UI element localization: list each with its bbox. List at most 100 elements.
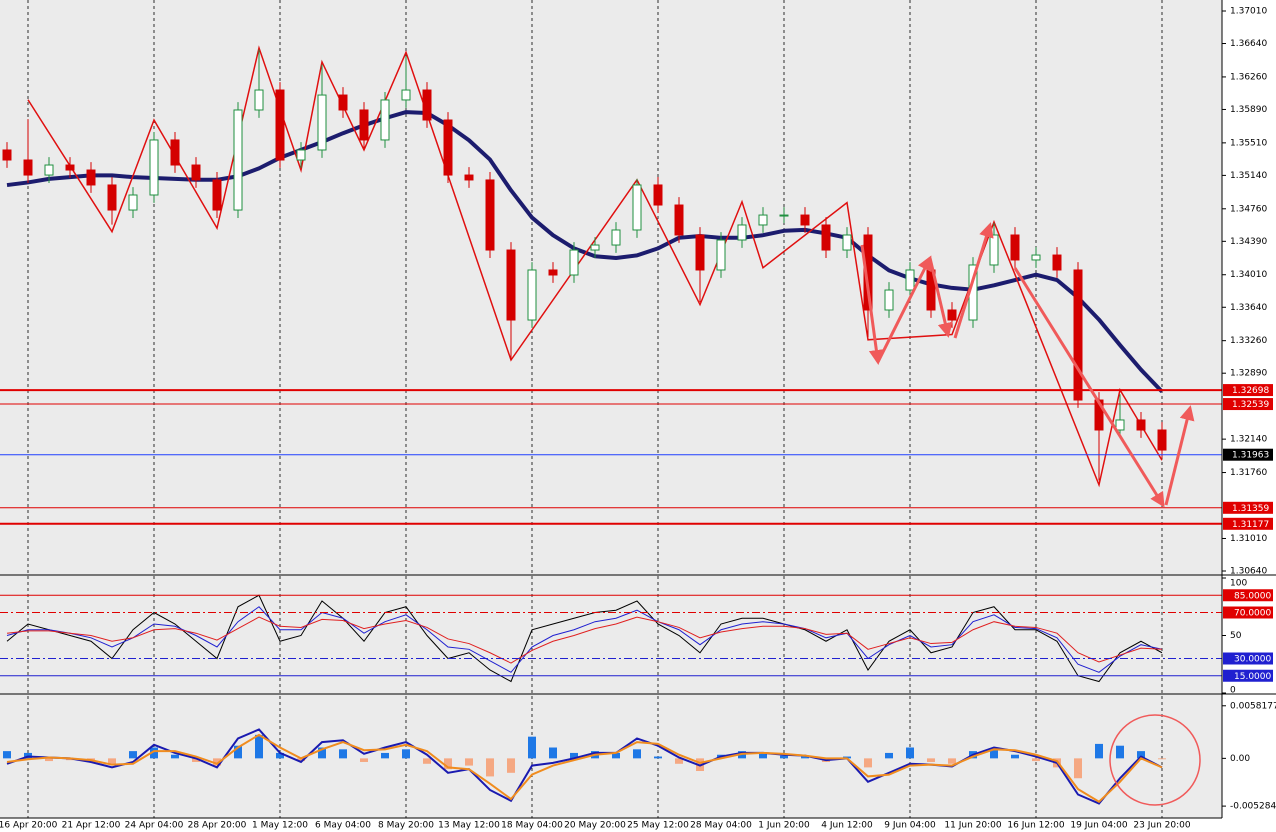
histogram-bar: [444, 758, 452, 770]
histogram-bar: [1095, 743, 1103, 759]
indicator-line: [6, 594, 1163, 683]
histogram-bar: [780, 755, 788, 759]
histogram-bar: [507, 758, 515, 773]
arrow: [1164, 405, 1195, 506]
highlight-circle: [1109, 714, 1201, 806]
candle-body: [674, 204, 684, 236]
pane-line: [6, 594, 1163, 683]
y-tick-label: 100: [1230, 579, 1247, 589]
candle-body: [380, 99, 390, 141]
candle-body: [947, 309, 957, 321]
level-label: 1.32539: [1232, 400, 1269, 410]
candle-body: [23, 159, 33, 176]
level-label: 30.0000: [1234, 655, 1271, 665]
y-tick-label: 1.33640: [1230, 303, 1267, 313]
y-tick-label: 50: [1230, 631, 1242, 641]
histogram-bar: [759, 752, 767, 759]
y-tick-label: -0.005284: [1230, 802, 1276, 812]
candle-body: [758, 214, 768, 226]
candle-body: [359, 109, 369, 141]
histogram-bar: [129, 751, 137, 759]
candle-body: [527, 269, 537, 321]
histogram-bar: [108, 758, 116, 764]
histogram-bar: [528, 736, 536, 759]
histogram-bar: [171, 754, 179, 759]
x-tick-label: 11 Jun 20:00: [944, 821, 1001, 831]
x-tick-label: 24 Apr 04:00: [125, 821, 184, 831]
level-label-box: [1223, 669, 1273, 682]
y-tick-label: 1.33260: [1230, 336, 1267, 346]
histogram-bar: [864, 758, 872, 768]
candle-body: [695, 234, 705, 271]
pane-candlestick: [2, 45, 1167, 488]
candle-body: [821, 224, 831, 251]
level-label: 15.0000: [1234, 672, 1271, 682]
histogram-bar: [1074, 758, 1082, 779]
histogram-bar: [486, 758, 494, 777]
level-label-box: [1223, 589, 1273, 602]
y-tick-label: 1.35510: [1230, 138, 1267, 148]
level-label: 1.31963: [1232, 451, 1269, 461]
candle-body: [401, 89, 411, 101]
candle-body: [296, 149, 306, 161]
histogram-bar: [3, 751, 11, 759]
y-tick-label: 1.34010: [1230, 270, 1267, 280]
candle-body: [233, 109, 243, 211]
candle-body: [884, 289, 894, 311]
histogram-bar: [213, 758, 221, 766]
histogram-bar: [423, 758, 431, 764]
y-tick-label: 1.30640: [1230, 567, 1267, 577]
level-label: 1.31359: [1232, 504, 1269, 514]
candle-body: [464, 174, 474, 181]
x-tick-label: 25 May 12:00: [627, 821, 689, 831]
histogram-bar: [633, 749, 641, 759]
x-tick-label: 16 Apr 20:00: [0, 821, 58, 831]
candle-body: [548, 269, 558, 276]
candle-body: [632, 184, 642, 231]
candle-body: [485, 179, 495, 251]
histogram-bar: [234, 745, 242, 759]
histogram-bar: [465, 758, 473, 766]
level-label: 70.0000: [1234, 609, 1271, 619]
x-tick-label: 6 May 04:00: [315, 821, 371, 831]
histogram-bar: [276, 752, 284, 759]
x-tick-label: 4 Jun 12:00: [821, 821, 873, 831]
candle-body: [842, 234, 852, 251]
y-tick-label: 1.36640: [1230, 39, 1267, 49]
histogram-bar: [381, 752, 389, 759]
histogram-bar: [192, 758, 200, 762]
level-label-box: [1223, 652, 1273, 665]
candle-body: [590, 244, 600, 251]
level-label-box: [1223, 517, 1273, 530]
level-label: 1.31177: [1232, 520, 1269, 530]
histogram-bar: [1011, 754, 1019, 759]
x-tick-label: 19 Jun 04:00: [1070, 821, 1127, 831]
x-tick-label: 8 May 20:00: [378, 821, 434, 831]
histogram-bar: [885, 752, 893, 759]
histogram-bar: [1116, 745, 1124, 759]
candle-body: [905, 269, 915, 291]
candle-body: [863, 234, 873, 311]
histogram-bar: [150, 747, 158, 759]
candle-body: [989, 234, 999, 266]
arrow: [928, 257, 953, 338]
x-tick-label: 16 Jun 12:00: [1007, 821, 1064, 831]
plot-background: [0, 0, 1222, 818]
histogram-bar: [1158, 758, 1166, 760]
candle-body: [422, 89, 432, 121]
level-label-box: [1223, 384, 1273, 397]
x-tick-label: 13 May 12:00: [438, 821, 500, 831]
arrow: [1013, 267, 1165, 508]
candle-body: [107, 184, 117, 211]
candle-body: [1052, 254, 1062, 271]
level-label-box: [1223, 606, 1273, 619]
x-tick-label: 21 Apr 12:00: [62, 821, 121, 831]
candle-body: [317, 94, 327, 151]
histogram-bar: [549, 747, 557, 759]
histogram-bar: [570, 752, 578, 759]
candle-body: [1157, 429, 1167, 451]
arrow: [860, 244, 884, 365]
histogram-bar: [255, 734, 263, 759]
candle-body: [1010, 234, 1020, 261]
